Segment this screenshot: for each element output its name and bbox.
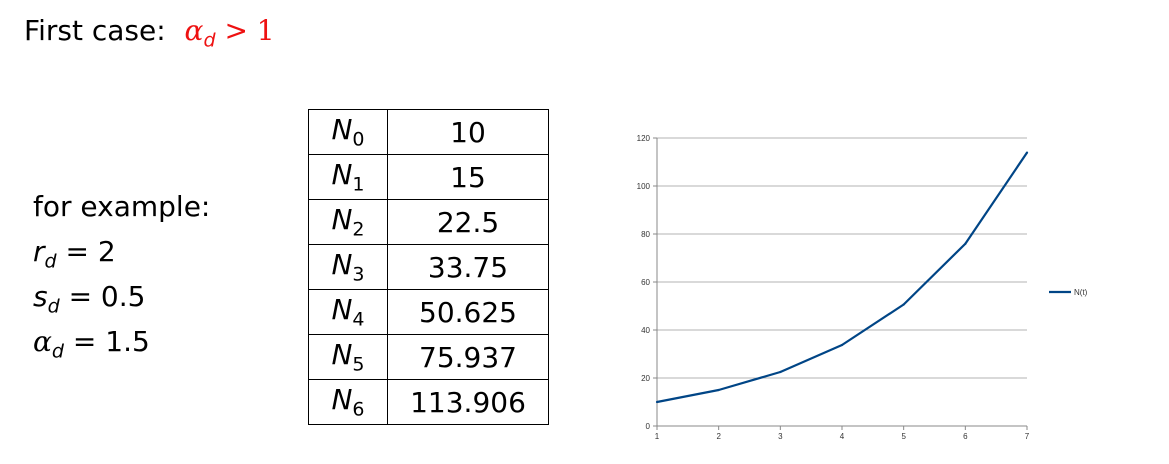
series-line-n-t xyxy=(656,152,1028,404)
param-alpha-value: = 1.5 xyxy=(72,325,150,358)
param-s: sd = 0.5 xyxy=(33,274,210,319)
table-row: N3 33.75 xyxy=(308,244,549,290)
title-condition: αd > 1 xyxy=(184,14,275,52)
table-row: N0 10 xyxy=(308,109,549,155)
legend-label: N(t) xyxy=(1074,288,1088,297)
data-point xyxy=(1025,151,1029,154)
table-row: N4 50.625 xyxy=(308,289,549,335)
cell-label-symbol: N xyxy=(331,383,353,417)
data-point xyxy=(655,400,659,404)
title-relation: > 1 xyxy=(224,14,275,47)
cell-label-sub: 1 xyxy=(352,173,365,196)
x-tick-label: 1 xyxy=(655,432,660,441)
table-cell-label: N5 xyxy=(308,334,388,380)
param-s-value: = 0.5 xyxy=(68,280,146,313)
cell-label-sub: 3 xyxy=(352,263,365,286)
table-cell-value: 10 xyxy=(387,109,549,155)
table-cell-label: N1 xyxy=(308,154,388,200)
cell-label-symbol: N xyxy=(331,338,353,372)
slide-title: First case: αd > 1 xyxy=(24,14,275,52)
data-point xyxy=(840,343,844,347)
y-tick-label: 100 xyxy=(637,182,651,191)
param-alpha-sub: d xyxy=(51,340,64,363)
x-tick-label: 2 xyxy=(716,432,721,441)
table-cell-label: N4 xyxy=(308,289,388,335)
cell-label-sub: 6 xyxy=(352,398,365,421)
param-r: rd = 2 xyxy=(33,229,210,274)
table-cell-value: 15 xyxy=(387,154,549,200)
data-point xyxy=(964,242,967,245)
x-tick-label: 6 xyxy=(963,432,968,441)
cell-label-symbol: N xyxy=(331,113,353,147)
y-tick-label: 20 xyxy=(641,374,650,383)
x-tick-label: 7 xyxy=(1025,432,1030,441)
population-table: N0 10 N1 15 N2 22.5 N3 33.75 N4 50.625 N5 75.937 N6 1… xyxy=(308,109,549,425)
table-row: N2 22.5 xyxy=(308,199,549,245)
cell-label-sub: 5 xyxy=(352,353,365,376)
y-tick-label: 0 xyxy=(646,422,651,431)
cell-label-sub: 4 xyxy=(352,308,365,331)
y-tick-label: 60 xyxy=(641,278,650,287)
data-point xyxy=(902,303,905,306)
table-cell-label: N0 xyxy=(308,109,388,155)
table-cell-label: N3 xyxy=(308,244,388,290)
table-cell-value: 75.937 xyxy=(387,334,549,380)
table-cell-value: 33.75 xyxy=(387,244,549,290)
cell-label-symbol: N xyxy=(331,248,353,282)
param-s-symbol: s xyxy=(33,280,48,313)
x-tick-label: 3 xyxy=(778,432,783,441)
table-cell-label: N6 xyxy=(308,379,388,425)
table-row: N1 15 xyxy=(308,154,549,200)
y-tick-label: 40 xyxy=(641,326,650,335)
cell-label-symbol: N xyxy=(331,158,353,192)
param-alpha: αd = 1.5 xyxy=(33,319,210,364)
y-tick-label: 120 xyxy=(637,134,651,143)
title-alpha-sub: d xyxy=(203,29,216,52)
example-heading: for example: xyxy=(33,190,211,223)
table-row: N5 75.937 xyxy=(308,334,549,380)
example-block: for example: rd = 2 sd = 0.5 αd = 1.5 xyxy=(33,184,210,364)
table-cell-value: 113.906 xyxy=(387,379,549,425)
title-alpha: α xyxy=(184,14,204,47)
population-table-body: N0 10 N1 15 N2 22.5 N3 33.75 N4 50.625 N5 75.937 N6 1… xyxy=(308,109,549,425)
x-tick-label: 4 xyxy=(840,432,845,441)
table-cell-label: N2 xyxy=(308,199,388,245)
cell-label-sub: 0 xyxy=(352,128,365,151)
param-alpha-symbol: α xyxy=(33,325,52,358)
cell-label-symbol: N xyxy=(331,203,353,237)
table-row: N6 113.906 xyxy=(308,379,549,425)
param-r-value: = 2 xyxy=(65,235,116,268)
title-text: First case: xyxy=(24,14,166,47)
population-line-chart: 0 20 40 60 80 100 120 1 2 3 4 5 6 7 N(t) xyxy=(637,134,1088,441)
y-tick-label: 80 xyxy=(641,230,650,239)
data-point xyxy=(717,388,720,392)
cell-label-sub: 2 xyxy=(352,218,365,241)
param-r-symbol: r xyxy=(33,235,45,268)
cell-label-symbol: N xyxy=(331,293,353,327)
data-point xyxy=(779,370,782,374)
x-tick-label: 5 xyxy=(901,432,906,441)
table-cell-value: 50.625 xyxy=(387,289,549,335)
param-s-sub: d xyxy=(47,295,60,318)
param-r-sub: d xyxy=(44,250,57,273)
table-cell-value: 22.5 xyxy=(387,199,549,245)
